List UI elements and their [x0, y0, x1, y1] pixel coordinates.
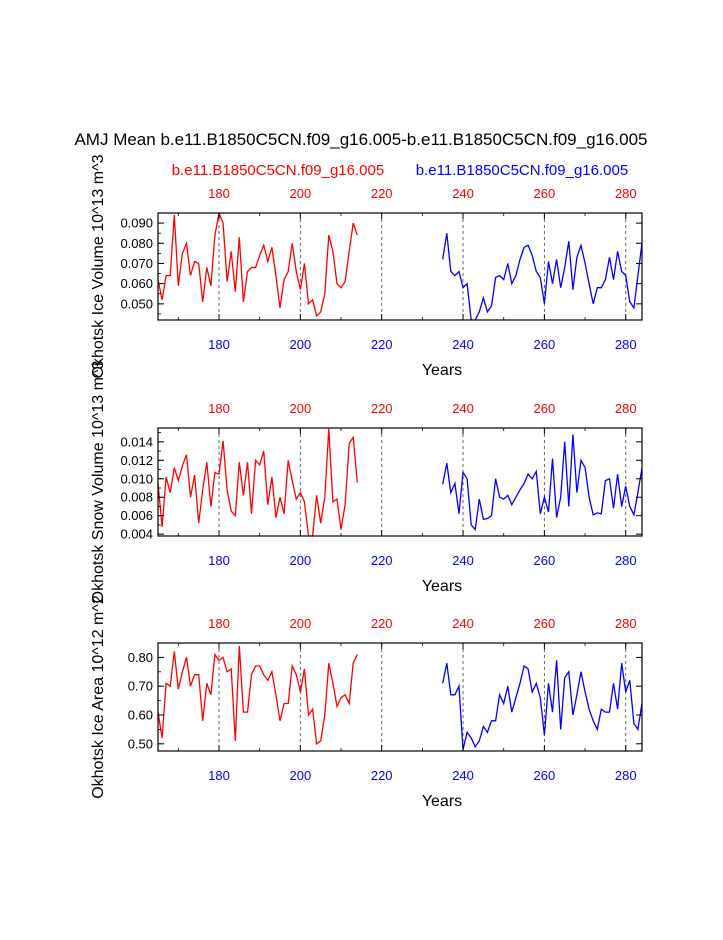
legend-entry-red: b.e11.B1850C5CN.f09_g16.005 — [172, 162, 384, 179]
x-tick-label-bottom: 260 — [534, 553, 556, 568]
y-tick-label: 0.60 — [128, 708, 153, 723]
chart-panel-1: 0.050 0.060 0.070 0.080 0.090 180 180 200 200 220… — [90, 154, 643, 379]
y-axis-label: Okhotsk Ice Area 10^12 m^2 — [90, 595, 107, 799]
series-line-red — [158, 213, 358, 318]
series-line-red — [158, 645, 358, 745]
y-tick-label: 0.060 — [120, 276, 153, 291]
y-tick-label: 0.004 — [120, 527, 153, 542]
x-tick-label-bottom: 240 — [452, 553, 474, 568]
series-line-red — [158, 428, 358, 536]
x-tick-label-top: 240 — [452, 186, 474, 201]
x-tick-label-bottom: 220 — [371, 553, 393, 568]
x-tick-label-top: 240 — [452, 401, 474, 416]
y-axis-label: Okhotsk Ice Volume 10^13 m^3 — [90, 154, 107, 378]
x-tick-label-bottom: 260 — [534, 768, 556, 783]
y-tick-label: 0.70 — [128, 679, 153, 694]
x-tick-label-bottom: 180 — [208, 768, 230, 783]
x-tick-label-bottom: 220 — [371, 337, 393, 352]
x-tick-label-top: 260 — [534, 401, 556, 416]
y-tick-label: 0.050 — [120, 296, 153, 311]
y-tick-label: 0.50 — [128, 736, 153, 751]
y-tick-label: 0.008 — [120, 490, 153, 505]
plot-frame — [157, 212, 643, 321]
x-tick-label-bottom: 260 — [534, 337, 556, 352]
y-axis-label: Okhotsk Snow Volume 10^13 m^3 — [90, 361, 107, 604]
x-tick-label-top: 280 — [615, 616, 637, 631]
series-line-blue — [442, 233, 642, 320]
plot-frame — [157, 642, 643, 752]
series-line-blue — [442, 434, 642, 532]
x-tick-label-bottom: 180 — [208, 553, 230, 568]
y-tick-label: 0.010 — [120, 471, 153, 486]
y-tick-label: 0.070 — [120, 256, 153, 271]
x-tick-label-top: 200 — [290, 401, 312, 416]
x-tick-label-bottom: 240 — [452, 337, 474, 352]
y-tick-label: 0.80 — [128, 650, 153, 665]
y-tick-label: 0.012 — [120, 453, 153, 468]
plot-frame — [157, 427, 643, 537]
x-tick-label-bottom: 180 — [208, 337, 230, 352]
x-tick-label-top: 280 — [615, 186, 637, 201]
x-axis-label: Years — [422, 793, 462, 810]
x-tick-label-top: 220 — [371, 401, 393, 416]
x-tick-label-bottom: 220 — [371, 768, 393, 783]
x-axis-label: Years — [422, 578, 462, 595]
x-tick-label-top: 180 — [208, 616, 230, 631]
x-tick-label-top: 200 — [290, 186, 312, 201]
chart-panel-3: 0.50 0.60 0.70 0.80 180 180 200 200 220 220 240 240… — [90, 595, 643, 810]
x-tick-label-bottom: 280 — [615, 337, 637, 352]
x-tick-label-bottom: 280 — [615, 553, 637, 568]
legend-entry-blue: b.e11.B1850C5CN.f09_g16.005 — [416, 162, 628, 179]
x-tick-label-bottom: 240 — [452, 768, 474, 783]
chart-panel-2: 0.004 0.006 0.008 0.010 0.012 0.014 180 180 200 2… — [90, 361, 643, 604]
x-tick-label-bottom: 200 — [290, 768, 312, 783]
x-tick-label-top: 260 — [534, 186, 556, 201]
y-tick-label: 0.080 — [120, 236, 153, 251]
y-tick-label: 0.014 — [120, 434, 153, 449]
y-tick-label: 0.006 — [120, 508, 153, 523]
x-tick-label-bottom: 200 — [290, 553, 312, 568]
x-tick-label-top: 180 — [208, 186, 230, 201]
x-tick-label-top: 240 — [452, 616, 474, 631]
x-tick-label-top: 260 — [534, 616, 556, 631]
x-tick-label-top: 200 — [290, 616, 312, 631]
x-axis-label: Years — [422, 362, 462, 379]
x-tick-label-bottom: 280 — [615, 768, 637, 783]
x-tick-label-top: 280 — [615, 401, 637, 416]
x-tick-label-top: 220 — [371, 186, 393, 201]
x-tick-label-top: 220 — [371, 616, 393, 631]
y-tick-label: 0.090 — [120, 216, 153, 231]
series-line-blue — [442, 660, 642, 750]
x-tick-label-bottom: 200 — [290, 337, 312, 352]
chart-title: AMJ Mean b.e11.B1850C5CN.f09_g16.005-b.e… — [74, 130, 647, 149]
x-tick-label-top: 180 — [208, 401, 230, 416]
